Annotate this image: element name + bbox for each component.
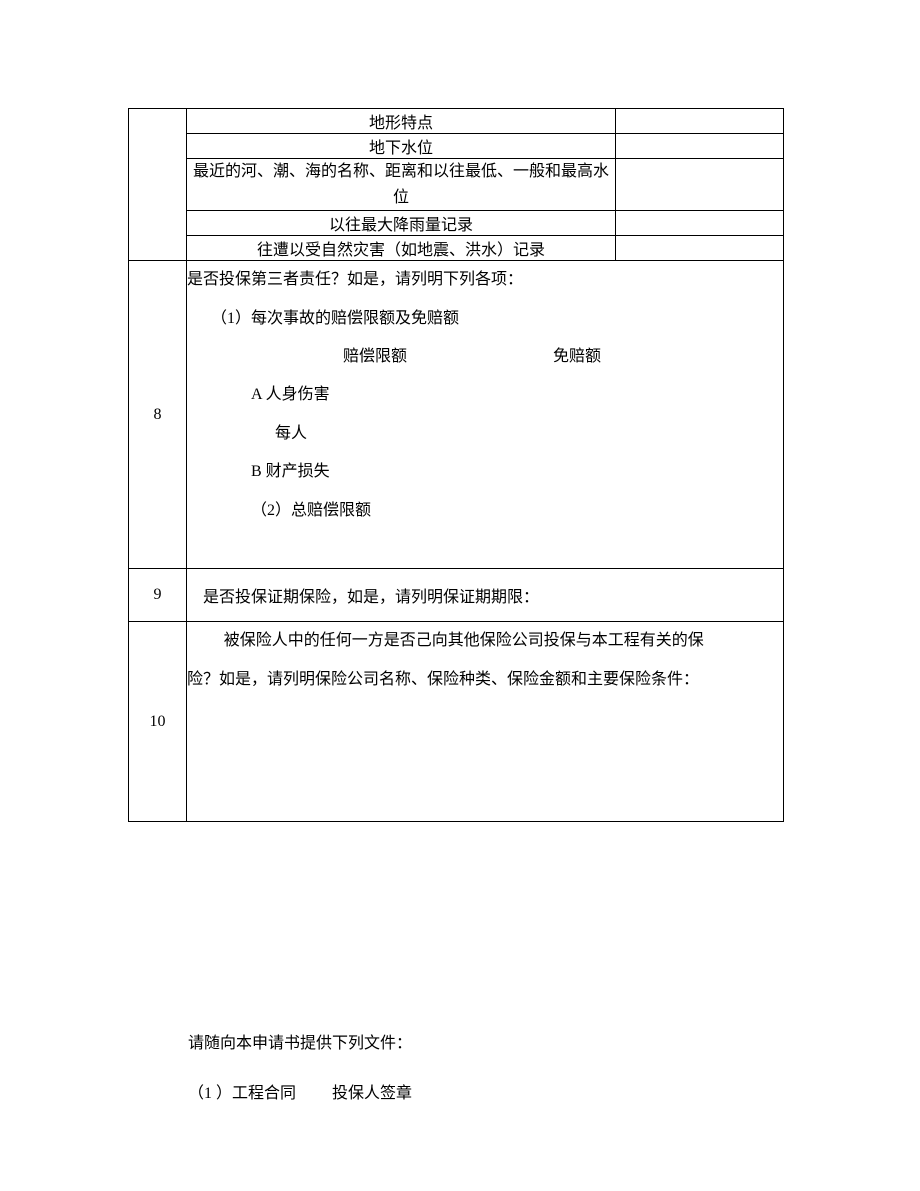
section10-number: 10 xyxy=(129,622,187,822)
section8-a-sub: 每人 xyxy=(187,415,783,453)
section8-item1: （1）每次事故的赔偿限额及免赔额 xyxy=(187,300,783,338)
section8-number: 8 xyxy=(129,261,187,569)
footer-item1: （1 ）工程合同 投保人签章 xyxy=(188,1082,412,1106)
section8-b: B 财产损失 xyxy=(187,453,783,491)
terrain-value xyxy=(616,109,784,134)
disaster-value xyxy=(616,236,784,261)
section10-content: 被保险人中的任何一方是否己向其他保险公司投保与本工程有关的保 险？如是，请列明保… xyxy=(187,622,784,822)
water-body-value xyxy=(616,159,784,211)
groundwater-label: 地下水位 xyxy=(187,134,616,159)
compensation-limit-header: 赔偿限额 xyxy=(187,338,407,376)
section8-headers: 赔偿限额 免赔额 xyxy=(187,338,783,376)
section8-content: 是否投保第三者责任？如是，请列明下列各项： （1）每次事故的赔偿限额及免赔额 赔… xyxy=(187,261,784,569)
footer-intro: 请随向本申请书提供下列文件： xyxy=(188,1032,412,1056)
section10-line1: 被保险人中的任何一方是否己向其他保险公司投保与本工程有关的保 xyxy=(187,622,783,660)
section8-a: A 人身伤害 xyxy=(187,376,783,414)
rainfall-value xyxy=(616,211,784,236)
section7-number-cell xyxy=(129,109,187,261)
section8-question: 是否投保第三者责任？如是，请列明下列各项： xyxy=(187,261,783,299)
section8-item2: （2）总赔偿限额 xyxy=(187,492,783,530)
groundwater-value xyxy=(616,134,784,159)
insurance-form-table: 地形特点 地下水位 最近的河、潮、海的名称、距离和以往最低、一般和最高水位 以往… xyxy=(128,108,784,822)
deductible-header: 免赔额 xyxy=(411,338,601,376)
water-body-label: 最近的河、潮、海的名称、距离和以往最低、一般和最高水位 xyxy=(187,159,616,211)
rainfall-label: 以往最大降雨量记录 xyxy=(187,211,616,236)
disaster-label: 往遭以受自然灾害（如地震、洪水）记录 xyxy=(187,236,616,261)
section9-content: 是否投保证期保险，如是，请列明保证期期限： xyxy=(187,569,784,622)
section9-number: 9 xyxy=(129,569,187,622)
terrain-label: 地形特点 xyxy=(187,109,616,134)
footer-item1-a: （1 ）工程合同 xyxy=(188,1085,296,1102)
section10-line2: 险？如是，请列明保险公司名称、保险种类、保险金额和主要保险条件： xyxy=(187,661,783,699)
footer-item1-b: 投保人签章 xyxy=(332,1085,412,1102)
